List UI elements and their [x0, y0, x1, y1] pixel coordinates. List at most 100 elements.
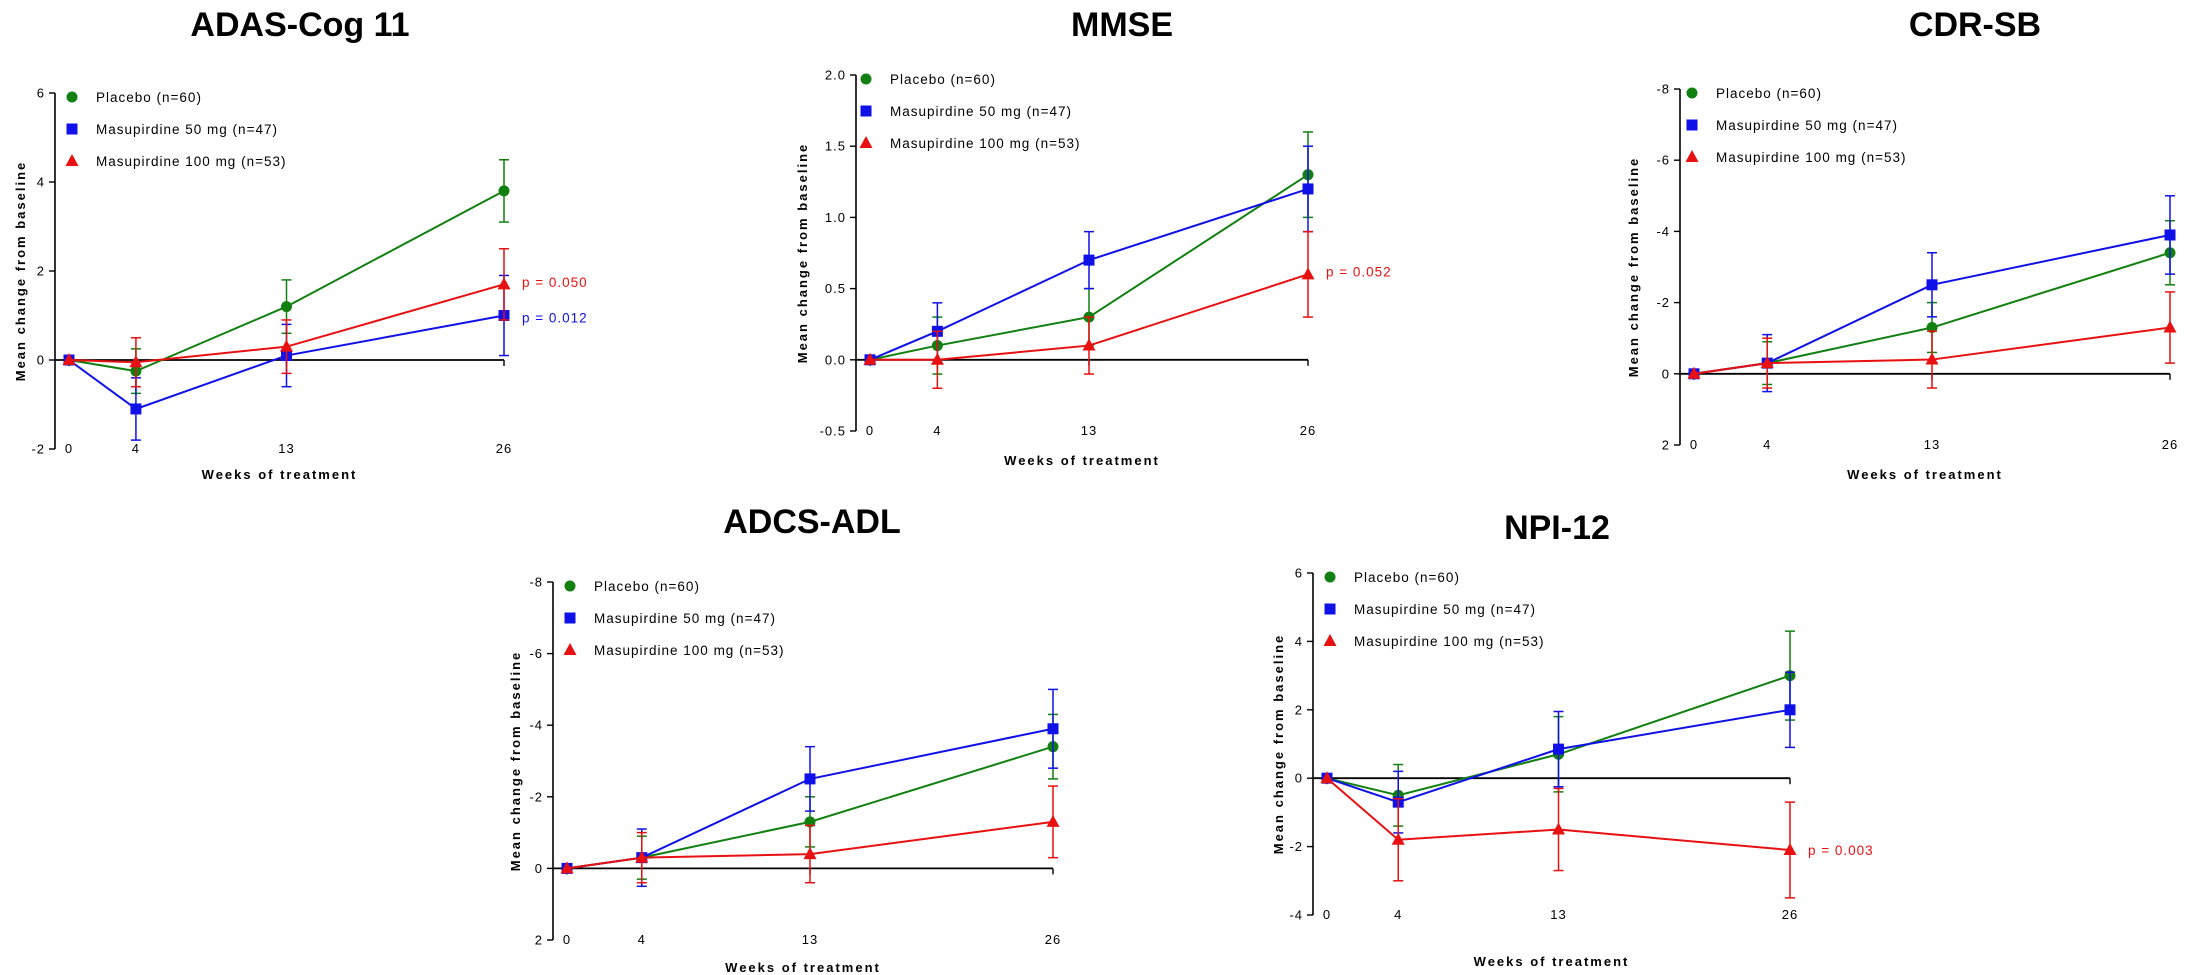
legend-marker — [66, 91, 78, 103]
chart-title: ADAS-Cog 11 — [190, 6, 409, 44]
x-tick-label: 26 — [1045, 932, 1061, 947]
series-line — [869, 173, 1309, 361]
legend-label: Masupirdine 100 mg (n=53) — [594, 643, 784, 658]
series-line — [1326, 708, 1791, 804]
x-tick-label: 26 — [496, 441, 512, 456]
x-tick-label: 26 — [1300, 423, 1316, 438]
legend-label: Placebo (n=60) — [1354, 570, 1460, 585]
data-point — [498, 185, 510, 197]
legend-label: Masupirdine 100 mg (n=53) — [1354, 634, 1544, 649]
data-point — [1926, 322, 1938, 334]
data-point — [863, 352, 877, 365]
x-tick-label: 4 — [1763, 437, 1771, 452]
y-tick-label: 2 — [535, 933, 543, 948]
legend-marker — [563, 643, 577, 655]
legend-label: Masupirdine 100 mg (n=53) — [96, 154, 286, 169]
x-tick-label: 0 — [65, 441, 73, 456]
data-point — [1760, 356, 1774, 369]
series-3 — [62, 248, 511, 388]
x-axis-title: Weeks of treatment — [1004, 453, 1160, 468]
legend-label: Masupirdine 100 mg (n=53) — [890, 136, 1080, 151]
series-line — [869, 187, 1309, 361]
x-tick-label: 13 — [802, 932, 818, 947]
y-tick-label: 6 — [1295, 566, 1303, 581]
data-point — [1047, 723, 1059, 735]
chart-title: NPI-12 — [1504, 509, 1610, 547]
y-tick-label: 0.5 — [825, 281, 846, 296]
legend-marker — [1686, 87, 1698, 99]
y-tick-label: -2 — [529, 789, 543, 804]
y-tick-label: -6 — [529, 646, 543, 661]
data-point — [1046, 814, 1060, 827]
y-tick-label: -4 — [1656, 224, 1670, 239]
x-tick-label: 13 — [1924, 437, 1940, 452]
data-point — [1784, 704, 1796, 716]
data-point — [803, 847, 817, 860]
legend-item: Masupirdine 50 mg (n=47) — [1686, 118, 1897, 133]
data-point — [1301, 267, 1315, 280]
data-point — [130, 403, 142, 415]
x-axis-title: Weeks of treatment — [1474, 954, 1630, 969]
legend-marker — [564, 612, 576, 624]
x-tick-label: 4 — [933, 423, 941, 438]
series-line — [870, 273, 1309, 361]
legend-item: Masupirdine 50 mg (n=47) — [1324, 602, 1536, 617]
legend-label: Masupirdine 50 mg (n=47) — [1354, 602, 1536, 617]
data-point — [2163, 320, 2177, 333]
y-tick-label: -2 — [1289, 839, 1303, 854]
legend: Placebo (n=60) Masupirdine 50 mg (n=47) Ma… — [563, 579, 784, 658]
legend-item: Masupirdine 100 mg (n=53) — [1685, 150, 1906, 165]
x-tick-label: 0 — [1690, 437, 1698, 452]
data-point — [1687, 366, 1701, 379]
legend: Placebo (n=60) Masupirdine 50 mg (n=47) Ma… — [1685, 86, 1906, 165]
legend-item: Masupirdine 50 mg (n=47) — [860, 104, 1071, 119]
data-point — [1082, 338, 1096, 351]
legend-label: Masupirdine 100 mg (n=53) — [1716, 150, 1906, 165]
data-point — [1783, 843, 1797, 856]
data-point — [1552, 822, 1565, 835]
data-point — [560, 861, 574, 874]
y-axis-title: Mean change from baseline — [1626, 157, 1641, 378]
x-tick-label: 4 — [1394, 907, 1402, 922]
legend-marker — [1323, 634, 1337, 646]
chart-title: MMSE — [1071, 6, 1173, 44]
y-tick-label: 0 — [535, 861, 543, 876]
x-tick-label: 0 — [1323, 907, 1331, 922]
legend-label: Placebo (n=60) — [594, 579, 700, 594]
legend-item: Masupirdine 50 mg (n=47) — [66, 122, 277, 137]
y-tick-label: -4 — [1289, 908, 1303, 923]
x-tick-label: 4 — [638, 932, 646, 947]
y-tick-label: -6 — [1656, 153, 1670, 168]
series-3 — [863, 230, 1315, 390]
y-tick-label: -4 — [529, 718, 543, 733]
chart-panel-4: ADCS-ADL -8 -6 -4 -2 0 2 0 4 13 26 Weeks of treatme… — [508, 503, 1061, 975]
legend-label: Placebo (n=60) — [1716, 86, 1822, 101]
y-tick-label: -8 — [529, 575, 543, 590]
chart-panel-5: NPI-12 6 4 2 0 -2 -4 0 4 13 26 Weeks of treatment Me… — [1271, 509, 1873, 969]
data-point — [1553, 743, 1564, 755]
x-tick-label: 0 — [866, 423, 874, 438]
legend-marker — [1685, 150, 1699, 162]
x-tick-label: 26 — [1782, 907, 1798, 922]
x-tick-label: 13 — [1550, 907, 1566, 922]
legend-marker — [859, 136, 873, 148]
legend-label: Placebo (n=60) — [890, 72, 996, 87]
data-point — [2164, 229, 2176, 241]
legend-item: Masupirdine 100 mg (n=53) — [563, 643, 784, 658]
legend: Placebo (n=60) Masupirdine 50 mg (n=47) Ma… — [859, 72, 1080, 151]
y-tick-label: -0.5 — [820, 424, 846, 439]
x-axis-title: Weeks of treatment — [202, 467, 358, 482]
legend-marker — [860, 73, 872, 85]
data-point — [1083, 254, 1095, 266]
y-tick-label: 0 — [1295, 771, 1303, 786]
y-tick-label: 0 — [37, 353, 45, 368]
legend-marker — [1324, 603, 1336, 615]
x-tick-label: 0 — [563, 932, 571, 947]
legend-marker — [564, 580, 576, 592]
series-line — [68, 190, 505, 373]
legend-marker — [1324, 571, 1336, 583]
data-point — [497, 277, 511, 290]
y-tick-label: 1.0 — [825, 210, 846, 225]
p-value-annotation: p = 0.050 — [522, 275, 588, 290]
